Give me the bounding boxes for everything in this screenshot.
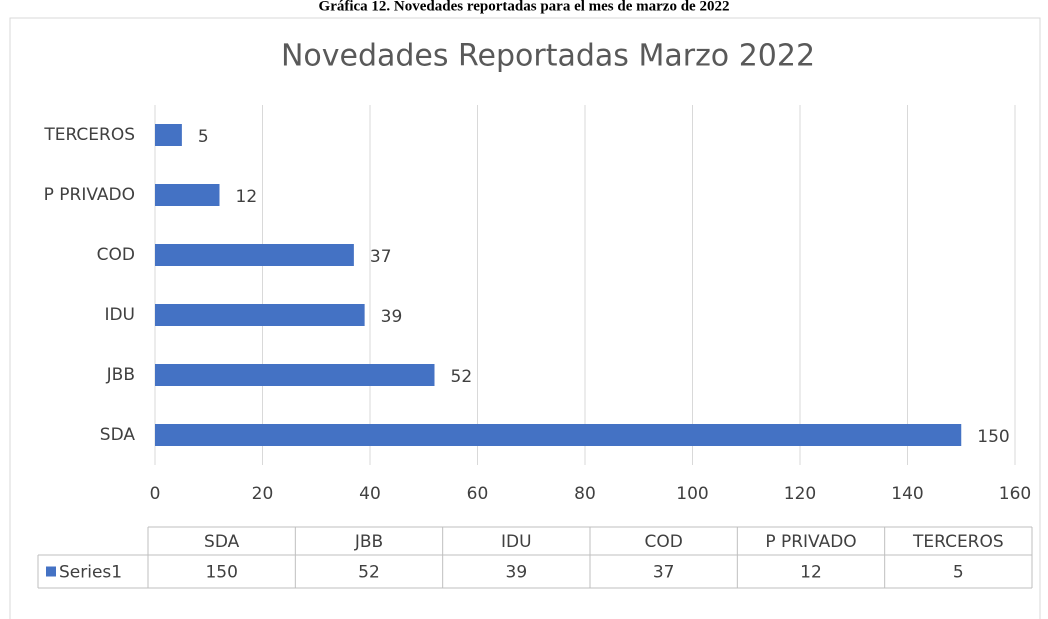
table-header: TERCEROS [912,532,1004,552]
value-label: 39 [381,307,403,327]
bar [155,364,435,386]
x-tick-label: 120 [784,484,816,504]
y-tick-label: SDA [100,425,136,445]
x-tick-label: 60 [467,484,489,504]
x-tick-label: 160 [999,484,1031,504]
x-tick-label: 100 [676,484,708,504]
bar [155,244,354,266]
table-value: 37 [653,563,675,583]
table-header: JBB [354,532,383,552]
legend-key [46,566,56,577]
table-value: 39 [506,563,528,583]
caption-bg [200,0,850,17]
x-tick-label: 40 [359,484,381,504]
chart-border [9,17,1041,619]
caption: Gráfica 12. Novedades reportadas para el… [319,0,730,14]
value-label: 52 [451,367,473,387]
table-header: SDA [204,532,240,552]
table-value: 150 [205,563,237,583]
table-value: 5 [953,563,964,583]
chart-title: Novedades Reportadas Marzo 2022 [281,39,815,74]
x-tick-label: 0 [150,484,161,504]
y-tick-label: JBB [106,365,135,385]
x-tick-label: 140 [891,484,923,504]
value-label: 5 [198,127,209,147]
table-header: IDU [501,532,532,552]
table-header: P PRIVADO [765,532,856,552]
value-label: 12 [236,187,258,207]
value-label: 150 [977,427,1009,447]
bar [155,304,365,326]
y-tick-label: COD [97,245,135,265]
table-header: COD [644,532,682,552]
table-value: 52 [358,563,380,583]
x-tick-label: 20 [252,484,274,504]
value-label: 37 [370,247,392,267]
bar [155,424,962,446]
bar [155,184,220,206]
x-tick-label: 80 [574,484,596,504]
y-tick-label: TERCEROS [43,125,135,145]
table-value: 12 [800,563,822,583]
legend-label: Series1 [59,563,122,583]
y-tick-label: P PRIVADO [44,185,135,205]
y-tick-label: IDU [104,305,135,325]
bar [155,124,182,146]
